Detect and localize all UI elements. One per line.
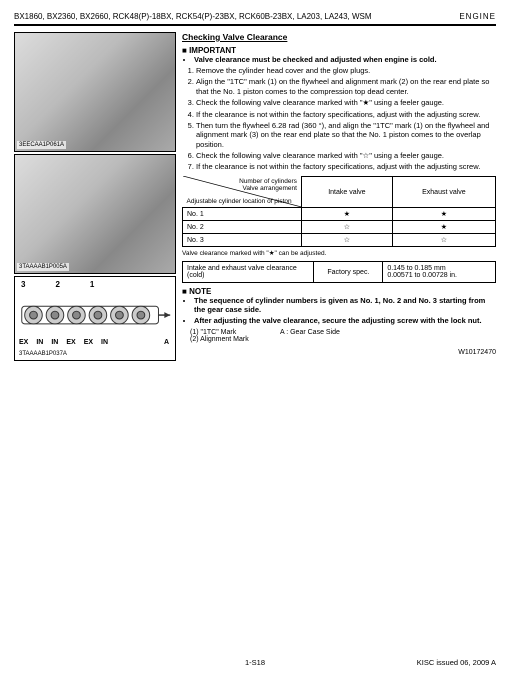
page-header: BX1860, BX2360, BX2660, RCK48(P)-18BX, R… xyxy=(14,12,496,26)
page: BX1860, BX2360, BX2660, RCK48(P)-18BX, R… xyxy=(0,0,510,677)
diagram-valve-labels: EX IN IN EX EX IN xyxy=(19,339,108,346)
note-bullet-1: The sequence of cylinder numbers is give… xyxy=(194,296,496,314)
step-4: If the clearance is not within the facto… xyxy=(196,110,496,119)
important-bullets: Valve clearance must be checked and adju… xyxy=(194,55,496,64)
note-label: ■ NOTE xyxy=(182,287,496,296)
spec-table: Intake and exhaust valve clearance (cold… xyxy=(182,261,496,283)
figure-2: 3TAAAAB1P005A xyxy=(14,154,176,274)
step-7: If the clearance is not within the facto… xyxy=(196,162,496,171)
figure-3-label: 3TAAAAB1P037A xyxy=(17,350,69,358)
figure-1: 3EECAA1P061A xyxy=(14,32,176,152)
figures-column: 3EECAA1P061A 3TAAAAB1P005A 3 2 1 xyxy=(14,32,176,363)
text-column: Checking Valve Clearance ■ IMPORTANT Val… xyxy=(182,32,496,363)
step-6: Check the following valve clearance mark… xyxy=(196,151,496,160)
important-label: ■ IMPORTANT xyxy=(182,46,236,55)
spec-label: Intake and exhaust valve clearance (cold… xyxy=(183,262,314,283)
spec-type: Factory spec. xyxy=(314,262,383,283)
table1-footnote: Valve clearance marked with "★" can be a… xyxy=(182,249,496,257)
figure-1-label: 3EECAA1P061A xyxy=(17,141,66,149)
mark-legend: (1) "1TC" MarkA : Gear Case Side (2) Ali… xyxy=(190,329,496,343)
figure-3: 3 2 1 xyxy=(14,276,176,361)
note-bullets: The sequence of cylinder numbers is give… xyxy=(194,296,496,325)
diagram-cyl-numbers: 3 2 1 xyxy=(21,280,94,289)
valve-arrangement-table: Number of cylinders Valve arrangement Ad… xyxy=(182,176,496,248)
doc-number: W10172470 xyxy=(182,349,496,356)
step-5: Then turn the flywheel 6.28 rad (360 °),… xyxy=(196,121,496,149)
step-1: Remove the cylinder head cover and the g… xyxy=(196,66,496,75)
col-exhaust: Exhaust valve xyxy=(392,176,495,208)
page-footer: 1-S18 KISC issued 06, 2009 A xyxy=(14,658,496,667)
step-2: Align the "1TC" mark (1) on the flywheel… xyxy=(196,77,496,96)
issue-date: KISC issued 06, 2009 A xyxy=(417,658,496,667)
section-title: Checking Valve Clearance xyxy=(182,32,496,42)
page-number: 1-S18 xyxy=(245,658,265,667)
important-bullet: Valve clearance must be checked and adju… xyxy=(194,55,496,64)
diagonal-icon xyxy=(183,176,301,207)
procedure-steps: Remove the cylinder head cover and the g… xyxy=(196,66,496,172)
content-area: 3EECAA1P061A 3TAAAAB1P005A 3 2 1 xyxy=(14,32,496,363)
step-3: Check the following valve clearance mark… xyxy=(196,98,496,107)
spec-value: 0.145 to 0.185 mm 0.00571 to 0.00728 in. xyxy=(383,262,496,283)
diagram-arrow-label: A xyxy=(164,339,169,346)
note-bullet-2: After adjusting the valve clearance, sec… xyxy=(194,316,496,325)
header-section: ENGINE xyxy=(459,12,496,21)
important-block: ■ IMPORTANT Valve clearance must be chec… xyxy=(182,46,496,64)
header-models: BX1860, BX2360, BX2660, RCK48(P)-18BX, R… xyxy=(14,12,372,21)
col-intake: Intake valve xyxy=(301,176,392,208)
valve-diagram-icon xyxy=(15,277,175,360)
figure-2-label: 3TAAAAB1P005A xyxy=(17,263,69,271)
